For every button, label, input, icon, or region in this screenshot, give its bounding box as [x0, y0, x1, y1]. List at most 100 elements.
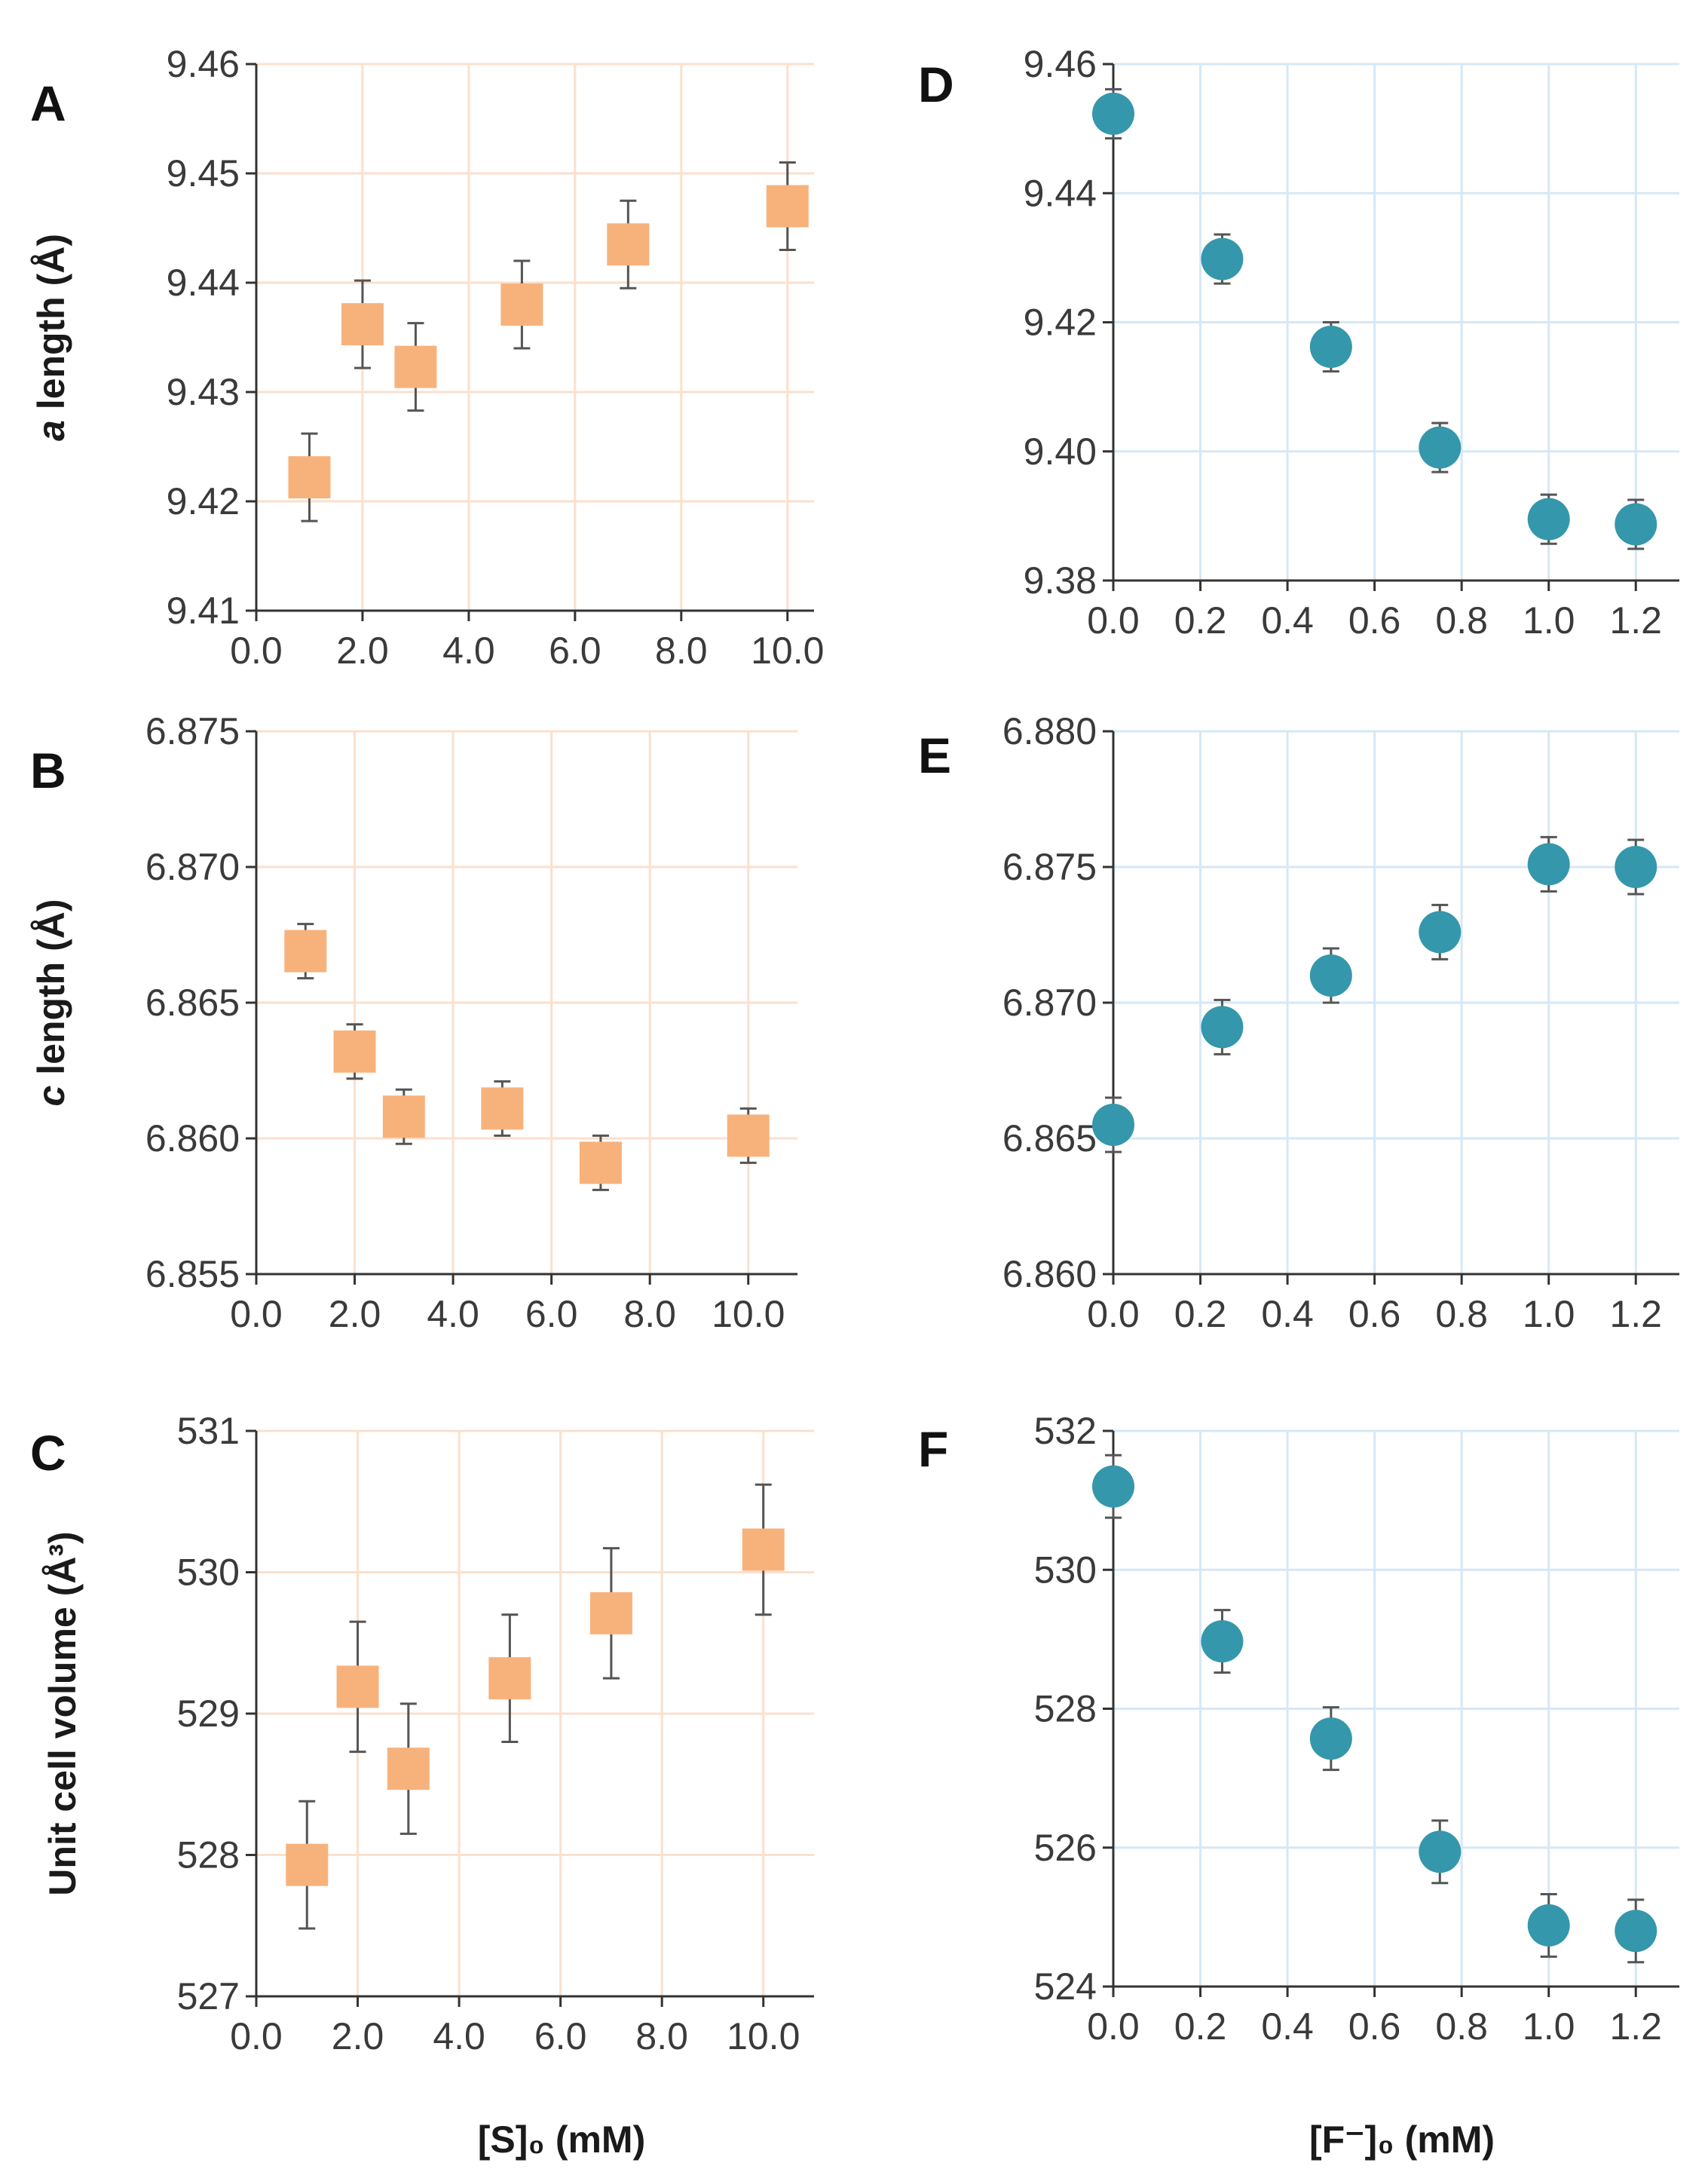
data-point-circle: [1092, 92, 1134, 135]
data-point-square: [766, 185, 809, 228]
data-point-circle: [1201, 1620, 1244, 1663]
y-tick-label: 529: [177, 1693, 240, 1735]
y-tick-label: 9.44: [167, 262, 240, 304]
x-tick-label: 8.0: [635, 2015, 688, 2057]
data-point-circle: [1419, 911, 1462, 954]
data-point-circle: [1419, 1830, 1462, 1873]
y-tick-label: 526: [1034, 1827, 1097, 1869]
data-point-circle: [1615, 1910, 1657, 1953]
data-point-square: [589, 1591, 632, 1634]
panel-f: 524 526 528 530 532 0.0 0.2 0.4 0.6 0.8 1.0 1.2 F: [918, 1410, 1679, 2048]
y-tick-label: 6.875: [145, 710, 240, 752]
data-point-square: [481, 1087, 524, 1130]
data-point-square: [394, 345, 437, 388]
x-tick-label: 6.0: [525, 1293, 578, 1335]
x-tick-label: 8.0: [655, 630, 708, 672]
y-axis-title-italic: c: [30, 1085, 72, 1106]
x-tick-label: 1.0: [1523, 2005, 1575, 2048]
y-axis-title: a length (Å): [30, 234, 72, 441]
x-tick-label: 0.6: [1348, 1293, 1401, 1335]
x-tick-label: 10.0: [727, 2015, 800, 2057]
y-tick-label: 6.870: [1002, 982, 1097, 1024]
panel-b: 6.855 6.860 6.865 6.870 6.875 0.0 2.0 4.0 6.0 8.0…: [30, 710, 797, 1335]
data-point-circle: [1527, 843, 1570, 886]
y-axis-title: Unit cell volume (Å³): [41, 1531, 84, 1895]
y-tick-label: 9.44: [1024, 172, 1097, 214]
x-tick-label: 1.2: [1609, 2005, 1662, 2048]
y-tick-label: 9.40: [1024, 430, 1097, 473]
y-tick-label: 6.860: [145, 1117, 240, 1159]
panel-letter: C: [30, 1425, 66, 1481]
y-tick-label: 524: [1034, 1965, 1097, 2008]
data-point-circle: [1615, 503, 1657, 546]
x-tick-label: 0.8: [1435, 2005, 1488, 2048]
data-point-circle: [1309, 1717, 1352, 1760]
x-tick-label: 0.4: [1261, 599, 1314, 642]
y-tick-label: 9.42: [167, 480, 240, 522]
panel-letter: D: [918, 57, 954, 112]
x-tick-label: 0.0: [230, 630, 283, 672]
data-point-square: [284, 930, 327, 973]
data-point-square: [387, 1748, 430, 1791]
data-point-circle: [1527, 1904, 1570, 1947]
x-tick-label: 0.0: [1087, 2005, 1140, 2048]
x-tick-label: 8.0: [623, 1293, 676, 1335]
y-tick-label: 531: [177, 1410, 240, 1452]
y-tick-label: 6.875: [1002, 846, 1097, 888]
data-point-circle: [1615, 846, 1657, 888]
x-axis-title-left: [S]₀ (mM): [478, 2118, 646, 2161]
panel-c: 527 528 529 530 531 0.0 2.0 4.0 6.0 8.0 10.0 C Unit …: [30, 1410, 814, 2057]
x-tick-label: 10.0: [712, 1293, 785, 1335]
x-tick-label: 1.0: [1523, 1293, 1575, 1335]
x-tick-label: 4.0: [442, 630, 495, 672]
x-tick-label: 0.6: [1348, 599, 1401, 642]
data-point-square: [341, 303, 384, 346]
data-point-square: [488, 1657, 531, 1700]
x-tick-label: 2.0: [336, 630, 389, 672]
x-tick-label: 0.6: [1348, 2005, 1401, 2048]
data-point-circle: [1201, 1006, 1244, 1049]
y-tick-label: 530: [177, 1552, 240, 1594]
y-tick-label: 527: [177, 1975, 240, 2017]
panel-letter: B: [30, 743, 66, 798]
x-tick-label: 0.2: [1174, 1293, 1227, 1335]
x-tick-label: 1.0: [1523, 599, 1575, 642]
x-tick-label: 0.2: [1174, 599, 1227, 642]
data-point-circle: [1092, 1465, 1134, 1508]
data-point-square: [333, 1030, 376, 1073]
panel-a: 9.41 9.42 9.43 9.44 9.45 9.46 0.0 2.0 4.0 6.0 8.0 1…: [30, 43, 824, 672]
data-point-circle: [1419, 426, 1462, 469]
data-point-circle: [1092, 1104, 1134, 1146]
panel-letter: F: [918, 1421, 948, 1477]
data-point-square: [382, 1095, 425, 1138]
x-tick-label: 0.2: [1174, 2005, 1227, 2048]
x-tick-label: 1.2: [1609, 1293, 1662, 1335]
x-tick-label: 0.8: [1435, 599, 1488, 642]
x-tick-label: 2.0: [332, 2015, 384, 2057]
x-tick-label: 0.0: [1087, 1293, 1140, 1335]
data-point-square: [742, 1528, 785, 1571]
y-tick-label: 9.41: [167, 590, 240, 632]
y-tick-label: 9.46: [1024, 43, 1097, 85]
data-point-square: [727, 1114, 770, 1157]
data-point-square: [500, 283, 543, 326]
data-point-circle: [1309, 954, 1352, 997]
data-point-square: [286, 1843, 329, 1886]
y-tick-label: 9.45: [167, 152, 240, 195]
panel-letter: A: [30, 75, 66, 131]
panel-d: 9.38 9.40 9.42 9.44 9.46 0.0 0.2 0.4 0.6 0.8 1.0 1.…: [918, 43, 1679, 642]
y-tick-label: 9.46: [167, 43, 240, 85]
x-tick-label: 0.8: [1435, 1293, 1488, 1335]
y-tick-label: 9.43: [167, 371, 240, 413]
data-point-circle: [1309, 326, 1352, 369]
y-axis-title-text: length (Å): [30, 234, 72, 420]
y-tick-label: 6.865: [145, 982, 240, 1024]
y-tick-label: 530: [1034, 1549, 1097, 1591]
data-point-square: [607, 223, 650, 266]
x-tick-label: 4.0: [427, 1293, 479, 1335]
x-tick-label: 0.0: [230, 1293, 283, 1335]
data-point-circle: [1527, 498, 1570, 541]
x-tick-label: 0.4: [1261, 1293, 1314, 1335]
panel-letter: E: [918, 728, 951, 783]
